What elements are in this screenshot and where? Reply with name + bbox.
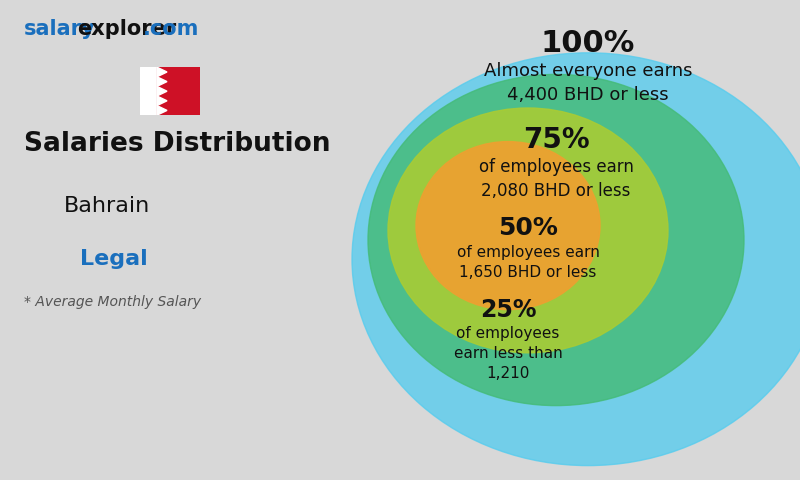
Text: Almost everyone earns
4,400 BHD or less: Almost everyone earns 4,400 BHD or less: [484, 62, 692, 104]
Polygon shape: [157, 67, 167, 77]
Text: of employees earn
2,080 BHD or less: of employees earn 2,080 BHD or less: [478, 158, 634, 200]
Text: 100%: 100%: [541, 29, 635, 58]
Text: Bahrain: Bahrain: [64, 196, 150, 216]
Text: * Average Monthly Salary: * Average Monthly Salary: [24, 295, 201, 310]
Ellipse shape: [352, 53, 800, 466]
Ellipse shape: [368, 74, 744, 406]
Polygon shape: [157, 86, 167, 96]
Text: .com: .com: [142, 19, 198, 39]
Text: Salaries Distribution: Salaries Distribution: [24, 131, 330, 157]
Bar: [157, 67, 200, 115]
Polygon shape: [157, 77, 167, 86]
Text: salary: salary: [24, 19, 96, 39]
Text: explorer: explorer: [77, 19, 176, 39]
Bar: [140, 67, 157, 115]
Text: of employees
earn less than
1,210: of employees earn less than 1,210: [454, 326, 562, 381]
Text: 75%: 75%: [522, 126, 590, 154]
Text: 25%: 25%: [480, 298, 536, 322]
Text: of employees earn
1,650 BHD or less: of employees earn 1,650 BHD or less: [457, 245, 599, 279]
Text: Legal: Legal: [80, 249, 148, 269]
Text: 50%: 50%: [498, 216, 558, 240]
Polygon shape: [157, 96, 167, 106]
Ellipse shape: [416, 142, 600, 310]
Ellipse shape: [388, 108, 668, 353]
Polygon shape: [157, 106, 167, 115]
